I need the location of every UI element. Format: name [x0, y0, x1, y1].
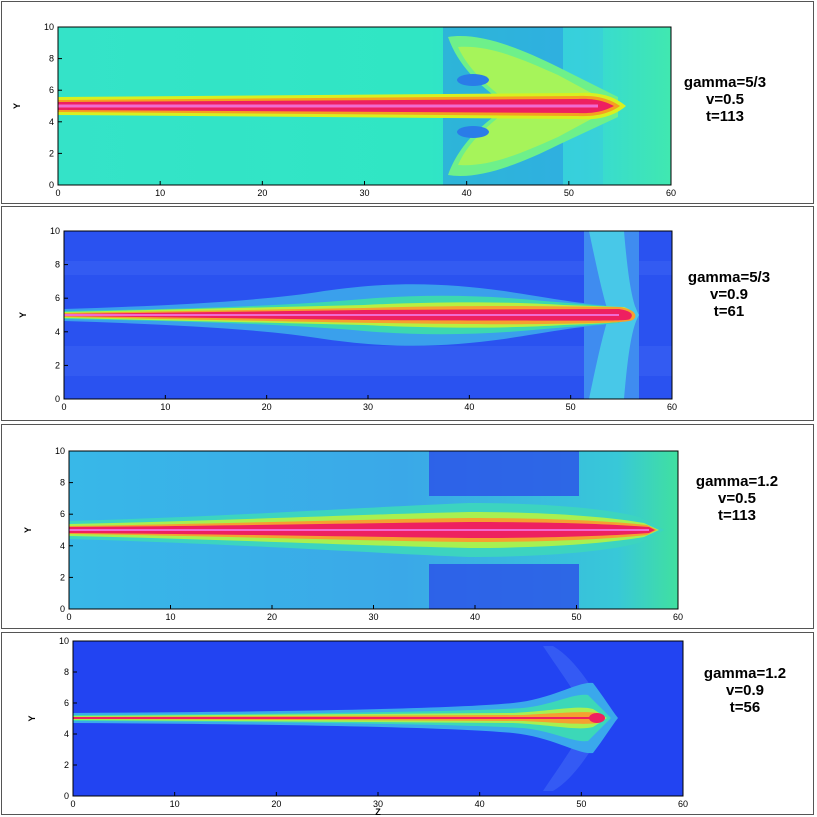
axes-3: 0 10 20 30 40 50 60 0 2 4 6 8 10 Y [23, 446, 683, 622]
density-map-2 [64, 231, 672, 399]
x-axis-title: Z [375, 807, 381, 817]
time-label: t=113 [718, 507, 756, 524]
parameters-1: gamma=5/3 v=0.5 t=113 [670, 74, 780, 125]
y-tick-label: 0 [55, 394, 60, 404]
gamma-label: gamma=5/3 [687, 269, 771, 286]
x-tick-label: 40 [475, 799, 485, 809]
y-tick-label: 0 [64, 791, 69, 801]
density-image-1 [58, 27, 671, 185]
y-axis-title: Y [18, 312, 28, 318]
density-map-1 [58, 27, 671, 185]
x-tick-label: 10 [165, 612, 175, 622]
x-tick-label: 30 [363, 402, 373, 412]
y-tick-label: 8 [49, 54, 54, 64]
y-tick-label: 6 [55, 293, 60, 303]
y-tick-label: 10 [50, 226, 60, 236]
velocity-label: v=0.9 [726, 682, 764, 699]
y-tick-label: 2 [55, 360, 60, 370]
x-tick-label: 20 [271, 799, 281, 809]
y-tick-label: 6 [60, 509, 65, 519]
y-tick-label: 4 [60, 541, 65, 551]
x-tick-label: 20 [267, 612, 277, 622]
y-tick-label: 8 [60, 478, 65, 488]
density-map-4 [73, 641, 683, 796]
plot-frame [68, 450, 679, 610]
velocity-label: v=0.5 [718, 490, 756, 507]
x-tick-label: 60 [666, 188, 676, 198]
y-tick-label: 2 [64, 760, 69, 770]
y-tick-label: 6 [64, 698, 69, 708]
panel-4: 0 10 20 30 40 50 60 0 2 4 6 8 10 Y Z gamma=1.2 v=0.9 t… [1, 632, 814, 817]
density-map-3 [69, 451, 678, 609]
x-tick-label: 20 [257, 188, 267, 198]
y-tick-label: 4 [64, 729, 69, 739]
plot-frame [63, 230, 673, 400]
panel-2: 0 10 20 30 40 50 60 0 2 4 6 8 10 Y gamma=5/3 v=0.9 t=… [1, 206, 814, 421]
time-label: t=113 [706, 108, 744, 125]
axes-1: 0 10 20 30 40 50 60 0 2 4 6 8 10 Y [12, 22, 676, 198]
axes-2: 0 10 20 30 40 50 60 0 2 4 6 8 10 Y [18, 226, 677, 412]
parameters-4: gamma=1.2 v=0.9 t=56 [690, 665, 800, 716]
gamma-label: gamma=5/3 [683, 74, 767, 91]
time-label: t=61 [713, 303, 745, 320]
y-axis-title: Y [27, 715, 37, 721]
y-tick-label: 8 [55, 260, 60, 270]
parameters-3: gamma=1.2 v=0.5 t=113 [682, 473, 792, 524]
y-tick-label: 8 [64, 667, 69, 677]
y-tick-label: 2 [49, 148, 54, 158]
x-tick-label: 30 [368, 612, 378, 622]
y-tick-label: 10 [55, 446, 65, 456]
x-tick-label: 0 [70, 799, 75, 809]
panel-1: 0 10 20 30 40 50 60 0 2 4 6 8 10 Y gamma=5/3 v=0.5 t=… [1, 1, 814, 204]
x-tick-label: 10 [170, 799, 180, 809]
x-tick-label: 0 [55, 188, 60, 198]
x-tick-label: 50 [566, 402, 576, 412]
gamma-label: gamma=1.2 [695, 473, 779, 490]
x-tick-label: 60 [678, 799, 688, 809]
plot-frame [57, 26, 672, 186]
x-tick-label: 40 [462, 188, 472, 198]
x-tick-label: 20 [262, 402, 272, 412]
y-tick-label: 10 [44, 22, 54, 32]
x-tick-label: 0 [61, 402, 66, 412]
y-axis-title: Y [23, 527, 33, 533]
density-image-4 [73, 641, 683, 796]
density-image-3 [69, 451, 678, 609]
x-tick-label: 40 [464, 402, 474, 412]
plot-frame [72, 640, 684, 797]
x-tick-label: 40 [470, 612, 480, 622]
density-image-2 [64, 231, 672, 399]
panel-3: 0 10 20 30 40 50 60 0 2 4 6 8 10 Y gamma=1.2 v=0.5 t=… [1, 424, 814, 629]
x-tick-label: 0 [66, 612, 71, 622]
velocity-label: v=0.9 [710, 286, 748, 303]
parameters-2: gamma=5/3 v=0.9 t=61 [674, 269, 784, 320]
gamma-label: gamma=1.2 [703, 665, 787, 682]
x-tick-label: 50 [576, 799, 586, 809]
y-axis-title: Y [12, 103, 22, 109]
time-label: t=56 [729, 699, 761, 716]
x-tick-label: 60 [667, 402, 677, 412]
x-tick-label: 50 [571, 612, 581, 622]
velocity-label: v=0.5 [706, 91, 744, 108]
y-tick-label: 4 [55, 327, 60, 337]
y-tick-label: 0 [60, 604, 65, 614]
y-tick-label: 10 [59, 636, 69, 646]
x-tick-label: 10 [160, 402, 170, 412]
x-tick-label: 10 [155, 188, 165, 198]
y-tick-label: 0 [49, 180, 54, 190]
axes-4: 0 10 20 30 40 50 60 0 2 4 6 8 10 Y Z [27, 636, 688, 817]
y-tick-label: 6 [49, 85, 54, 95]
x-tick-label: 60 [673, 612, 683, 622]
y-tick-label: 2 [60, 572, 65, 582]
x-tick-label: 50 [564, 188, 574, 198]
x-tick-label: 30 [359, 188, 369, 198]
x-tick-label: 30 [373, 799, 383, 809]
y-tick-label: 4 [49, 117, 54, 127]
